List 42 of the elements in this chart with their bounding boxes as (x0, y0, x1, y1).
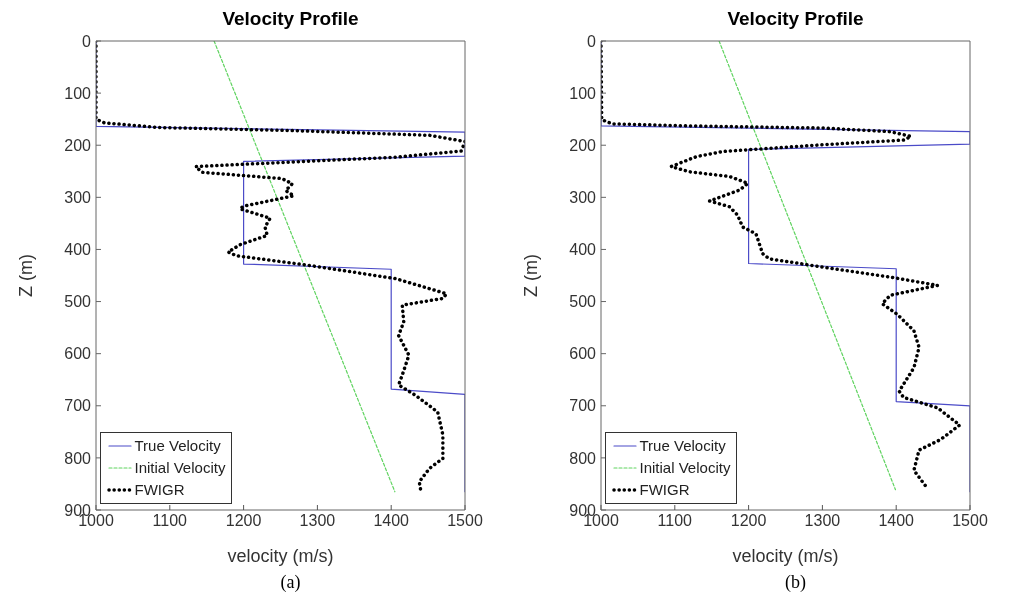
x-tick-label: 1400 (372, 512, 409, 530)
legend-label: True Velocity (639, 436, 726, 456)
x-tick-label: 1400 (877, 512, 914, 530)
chart-title: Velocity Profile (727, 8, 864, 31)
text: (a) (280, 572, 301, 593)
legend-label: Initial Velocity (639, 458, 731, 478)
x-tick-label: 1100 (657, 512, 692, 530)
legend-label: FWIGR (639, 480, 690, 500)
y-tick-label: 700 (63, 397, 91, 415)
y-tick-label: 400 (63, 241, 91, 259)
y-tick-label: 100 (63, 84, 91, 102)
y-tick-label: 700 (568, 397, 596, 415)
x-tick-label: 1200 (225, 512, 261, 530)
y-tick-label: 200 (63, 136, 91, 154)
chart-title: Velocity Profile (222, 8, 359, 31)
y-tick-label: 800 (568, 449, 596, 467)
x-tick-label: 1500 (446, 512, 483, 530)
y-axis-title: Z (m) (15, 254, 36, 297)
legend-label: True Velocity (134, 436, 221, 456)
y-tick-label: 300 (63, 189, 91, 207)
y-tick-label: 100 (568, 84, 596, 102)
y-tick-label: 600 (568, 345, 596, 363)
text: (b) (785, 572, 806, 593)
x-tick-label: 1100 (152, 512, 187, 530)
x-axis-title: velocity (m/s) (226, 546, 334, 566)
x-axis-title: velocity (m/s) (731, 546, 839, 566)
x-tick-label: 1200 (730, 512, 766, 530)
y-tick-label: 500 (568, 293, 596, 311)
x-tick-label: 1300 (804, 512, 840, 530)
y-tick-label: 0 (81, 32, 91, 50)
legend-label: FWIGR (134, 480, 185, 500)
legend-label: Initial Velocity (134, 458, 226, 478)
y-tick-label: 300 (568, 189, 596, 207)
y-tick-label: 0 (586, 32, 596, 50)
y-tick-label: 500 (63, 293, 91, 311)
y-tick-label: 400 (568, 241, 596, 259)
y-axis-title: Z (m) (520, 254, 541, 297)
x-tick-label: 1500 (951, 512, 988, 530)
x-tick-label: 1300 (299, 512, 335, 530)
y-tick-label: 200 (568, 136, 596, 154)
y-tick-label: 600 (63, 345, 91, 363)
y-tick-label: 800 (63, 449, 91, 467)
